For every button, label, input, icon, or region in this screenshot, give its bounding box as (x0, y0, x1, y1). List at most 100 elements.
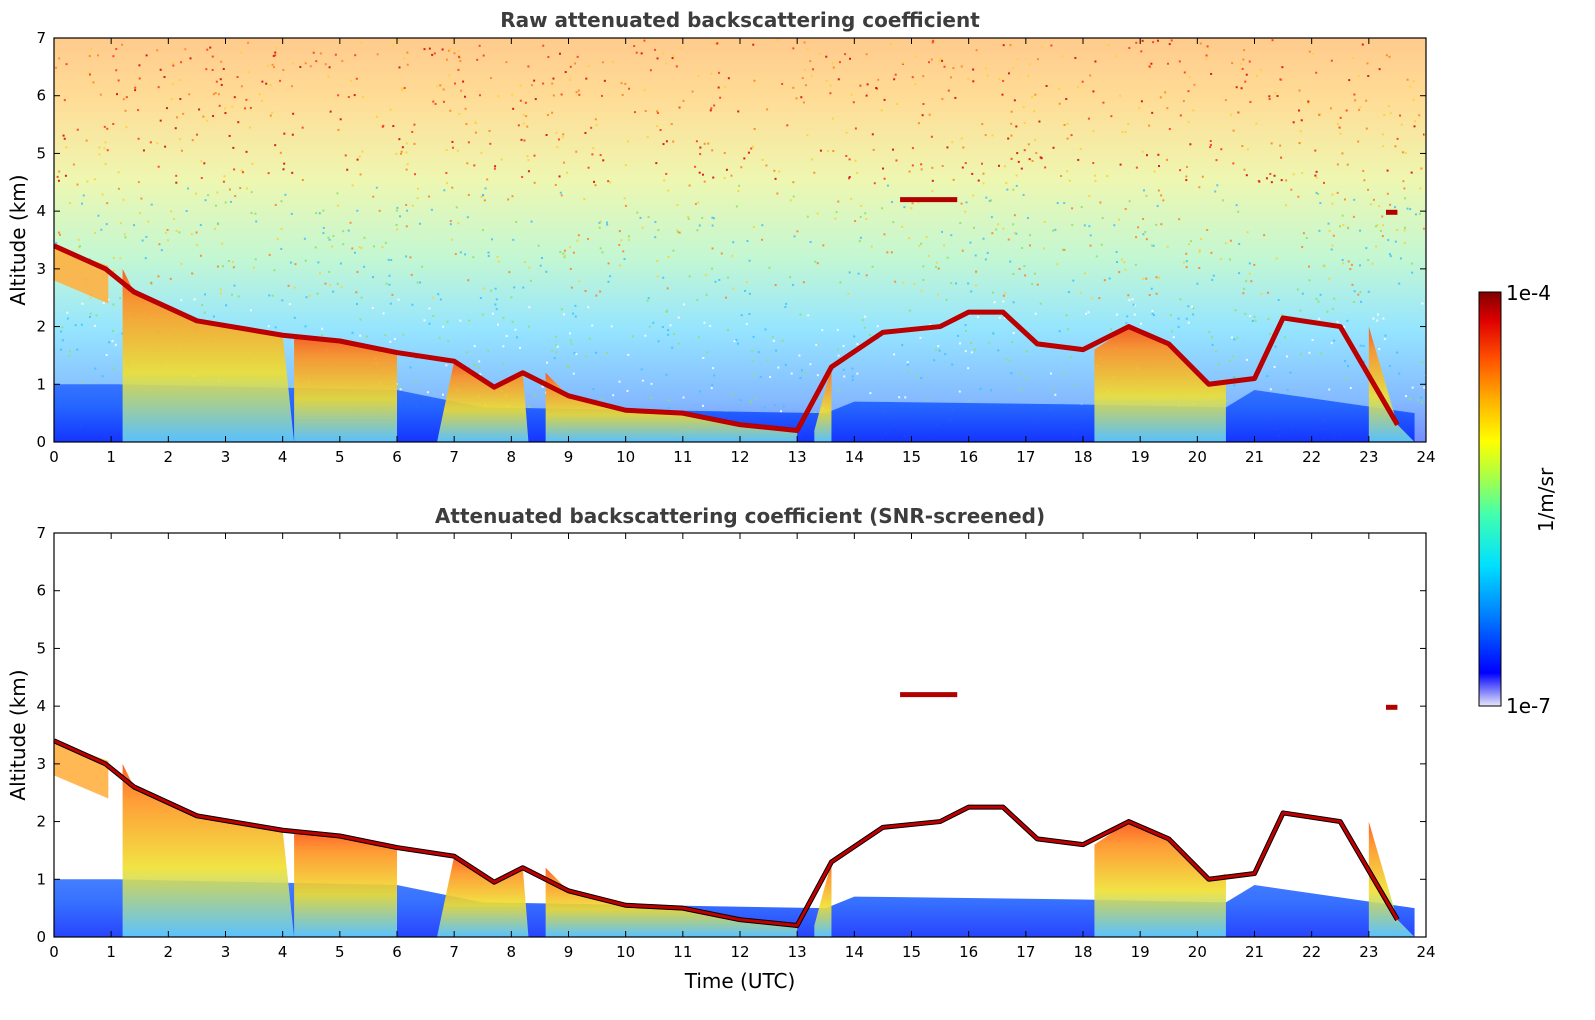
speckle-point (121, 43, 124, 46)
speckle-point (1179, 114, 1182, 117)
speckle-point (1012, 301, 1015, 304)
speckle-point (281, 299, 284, 302)
speckle-point (104, 141, 107, 144)
speckle-point (1359, 106, 1362, 109)
speckle-point (355, 77, 358, 80)
speckle-point (803, 371, 806, 374)
x-tick-label: 2 (164, 943, 174, 961)
speckle-point (864, 315, 867, 318)
speckle-point (103, 125, 106, 128)
speckle-point (575, 91, 578, 94)
speckle-point (64, 174, 67, 177)
speckle-point (178, 231, 181, 234)
speckle-point (1348, 79, 1351, 82)
x-tick-label: 16 (959, 943, 978, 961)
speckle-point (220, 60, 223, 63)
speckle-point (175, 181, 178, 184)
speckle-point (859, 84, 862, 87)
speckle-point (965, 201, 968, 204)
speckle-point (1352, 57, 1355, 60)
speckle-point (1387, 239, 1390, 242)
speckle-point (520, 138, 523, 141)
speckle-point (748, 312, 751, 315)
speckle-point (490, 77, 493, 80)
speckle-point (1260, 293, 1263, 296)
speckle-point (1403, 187, 1406, 190)
speckle-point (481, 194, 484, 197)
speckle-point (702, 404, 705, 407)
speckle-point (1421, 361, 1424, 364)
speckle-point (650, 382, 653, 385)
speckle-point (1066, 170, 1069, 173)
speckle-point (1087, 117, 1090, 120)
speckle-point (962, 146, 965, 149)
speckle-point (709, 324, 712, 327)
speckle-point (291, 133, 294, 136)
speckle-point (1119, 94, 1122, 97)
speckle-point (1250, 280, 1253, 283)
speckle-point (600, 94, 603, 97)
speckle-point (142, 149, 145, 152)
speckle-point (268, 294, 271, 297)
speckle-point (939, 57, 942, 60)
speckle-point (569, 267, 572, 270)
speckle-point (570, 286, 573, 289)
speckle-point (709, 109, 712, 112)
speckle-point (988, 341, 991, 344)
speckle-point (1341, 152, 1344, 155)
speckle-point (157, 86, 160, 89)
speckle-point (847, 177, 850, 180)
x-tick-label: 10 (616, 448, 635, 466)
speckle-point (362, 96, 365, 99)
speckle-point (356, 209, 359, 212)
speckle-point (1331, 202, 1334, 205)
speckle-point (698, 224, 701, 227)
speckle-point (443, 189, 446, 192)
speckle-point (972, 226, 975, 229)
speckle-point (1160, 223, 1163, 226)
speckle-point (334, 53, 337, 56)
speckle-point (714, 280, 717, 283)
speckle-point (732, 287, 735, 290)
speckle-point (790, 372, 793, 375)
speckle-point (214, 92, 217, 95)
speckle-point (1379, 229, 1382, 232)
speckle-point (272, 54, 275, 57)
speckle-point (1389, 255, 1392, 258)
speckle-point (497, 323, 500, 326)
speckle-point (1343, 325, 1346, 328)
speckle-point (1089, 234, 1092, 237)
colorbar: 1e-4 1e-7 1/m/sr (1478, 281, 1558, 718)
speckle-point (663, 179, 666, 182)
speckle-point (807, 314, 810, 317)
speckle-point (1185, 317, 1188, 320)
speckle-point (511, 320, 514, 323)
speckle-point (410, 273, 413, 276)
speckle-point (793, 235, 796, 238)
speckle-point (360, 41, 363, 44)
speckle-point (1113, 224, 1116, 227)
speckle-point (668, 406, 671, 409)
speckle-point (133, 224, 136, 227)
speckle-point (635, 51, 638, 54)
panel1-y-axis-label: Altitude (km) (6, 174, 30, 305)
speckle-point (517, 124, 520, 127)
speckle-point (656, 260, 659, 263)
speckle-point (1025, 377, 1028, 380)
speckle-point (1238, 272, 1241, 275)
speckle-point (1239, 63, 1242, 66)
speckle-point (321, 334, 324, 337)
speckle-point (359, 318, 362, 321)
cloud-column (1094, 326, 1226, 442)
speckle-point (997, 164, 1000, 167)
cloud-base-line-core (54, 739, 1399, 927)
speckle-point (1243, 168, 1246, 171)
speckle-point (831, 62, 834, 65)
speckle-point (406, 163, 409, 166)
speckle-point (527, 325, 530, 328)
speckle-point (1245, 174, 1248, 177)
speckle-point (62, 134, 65, 137)
speckle-point (610, 325, 613, 328)
speckle-point (134, 86, 137, 89)
speckle-point (819, 149, 822, 152)
